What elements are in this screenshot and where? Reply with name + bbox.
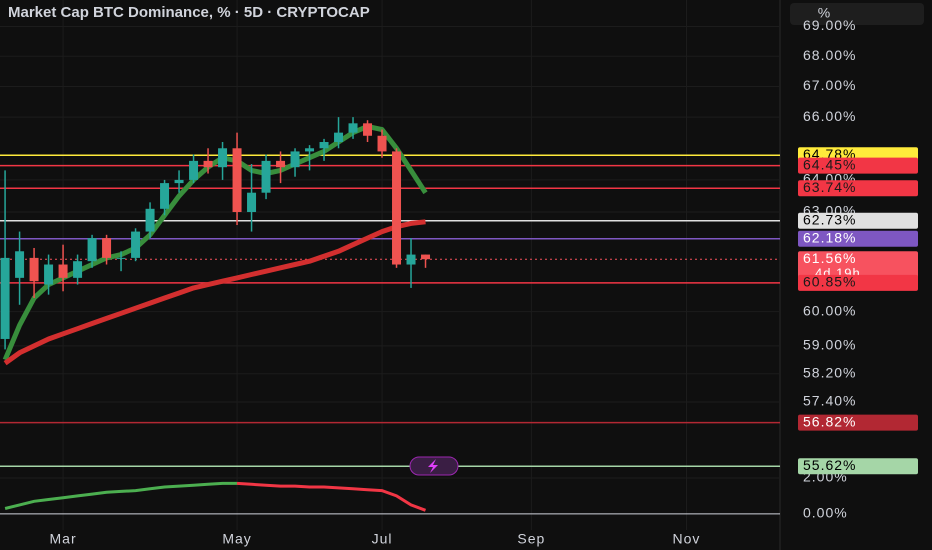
unit-button-label[interactable]: % — [818, 5, 830, 21]
candle-body — [73, 261, 83, 278]
candle-body — [319, 142, 329, 149]
candle-body — [116, 257, 126, 259]
candle-body — [232, 148, 242, 213]
level-label: 61.56% — [803, 250, 856, 266]
level-label: 64.45% — [803, 156, 856, 172]
candle-body — [290, 151, 300, 168]
candle-body — [348, 123, 358, 133]
indicator-line — [4, 481, 237, 510]
candle-body — [87, 238, 97, 262]
level-label-box — [798, 212, 918, 229]
level-label: 60.85% — [803, 274, 856, 290]
candle-body — [218, 148, 228, 168]
x-tick-label: May — [222, 531, 251, 547]
candle-body — [58, 264, 68, 278]
x-tick-label: Sep — [517, 531, 545, 547]
level-label-box — [798, 251, 918, 283]
candle-body — [377, 135, 387, 152]
candle-body — [15, 251, 25, 278]
candle-body — [203, 160, 213, 168]
candle-body — [334, 132, 344, 143]
candle-body — [406, 254, 416, 265]
candle-body — [0, 257, 10, 339]
candle-body — [102, 238, 112, 258]
y-tick-label: 57.40% — [803, 393, 856, 409]
y-tick-label: 59.00% — [803, 337, 856, 353]
y-tick-label: 60.00% — [803, 302, 856, 318]
candle-body — [421, 254, 431, 260]
candle-body — [363, 123, 373, 136]
x-tick-label: Jul — [372, 531, 393, 547]
level-label: 62.73% — [803, 212, 856, 228]
level-label: 56.82% — [803, 413, 856, 429]
candle-body — [145, 208, 155, 232]
y-tick-label: 69.00% — [803, 17, 856, 33]
plot — [0, 0, 780, 530]
level-label-box — [798, 458, 918, 475]
level-label-box — [798, 230, 918, 247]
candle-body — [276, 160, 286, 168]
indicator-line — [236, 481, 427, 512]
y-tick-label: 67.00% — [803, 77, 856, 93]
indicator-tick-label: 0.00% — [803, 505, 848, 521]
level-label-box — [798, 274, 918, 291]
level-label-box — [798, 414, 918, 431]
alert-icon[interactable] — [409, 456, 459, 476]
candle-body — [247, 192, 257, 213]
level-label: 63.74% — [803, 179, 856, 195]
candle-body — [189, 160, 199, 180]
unit-button[interactable] — [790, 3, 924, 25]
x-tick-label: Nov — [673, 531, 701, 547]
candle-body — [131, 231, 141, 258]
y-tick-label: 58.20% — [803, 364, 856, 380]
candle-body — [305, 148, 315, 152]
moving-average — [3, 219, 426, 366]
y-tick-label: 66.00% — [803, 108, 856, 124]
x-tick-label: Mar — [50, 531, 77, 547]
candle-body — [261, 160, 271, 193]
candle-body — [44, 264, 54, 285]
candle-body — [160, 183, 170, 209]
y-tick-label: 68.00% — [803, 47, 856, 63]
level-label: 55.62% — [803, 457, 856, 473]
candle-body — [174, 179, 184, 184]
chart-title: Market Cap BTC Dominance, % · 5D · CRYPT… — [8, 4, 370, 21]
candle-body — [392, 151, 402, 265]
level-label-box — [798, 157, 918, 174]
level-label-box — [798, 180, 918, 197]
level-label: 62.18% — [803, 229, 856, 245]
candle-body — [29, 257, 39, 282]
